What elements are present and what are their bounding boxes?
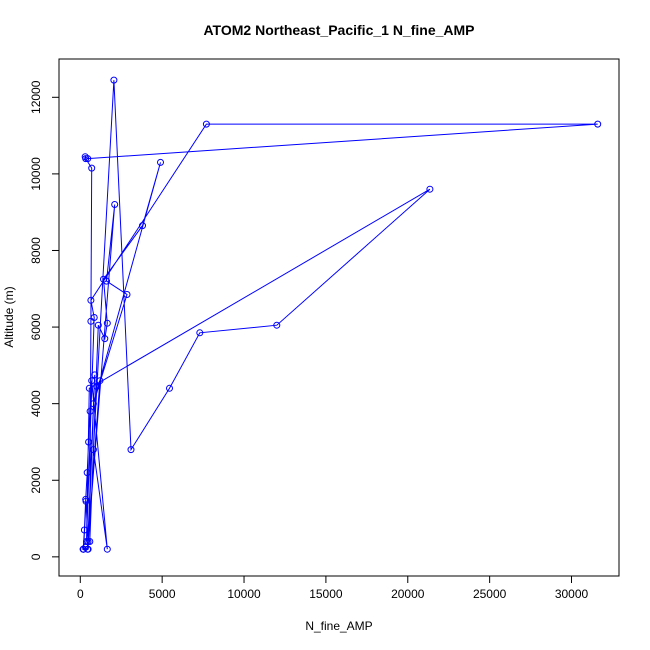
plot-area bbox=[79, 76, 602, 553]
y-tick-label: 6000 bbox=[29, 313, 43, 340]
data-point bbox=[82, 497, 90, 505]
data-point bbox=[166, 384, 173, 392]
data-point bbox=[127, 446, 135, 454]
y-axis-label: Altitude (m) bbox=[2, 286, 16, 347]
x-axis: 0 5000 10000 15000 20000 25000 30000 bbox=[77, 575, 589, 601]
data-point bbox=[103, 545, 111, 553]
y-tick-label: 12000 bbox=[29, 80, 43, 114]
data-point bbox=[91, 371, 99, 379]
data-point bbox=[273, 321, 281, 329]
data-point bbox=[85, 438, 93, 446]
data-point bbox=[80, 526, 88, 534]
data-point bbox=[110, 76, 118, 84]
x-tick-label: 20000 bbox=[391, 587, 425, 601]
data-point bbox=[111, 201, 119, 208]
data-point bbox=[83, 469, 91, 477]
data-point bbox=[79, 545, 87, 553]
data-point bbox=[202, 120, 210, 128]
data-point bbox=[101, 335, 109, 343]
data-point bbox=[85, 384, 93, 392]
data-point bbox=[84, 545, 91, 553]
data-point bbox=[88, 164, 96, 172]
chart-title: ATOM2 Northeast_Pacific_1 N_fine_AMP bbox=[203, 22, 474, 38]
data-point bbox=[139, 222, 146, 230]
x-tick-label: 25000 bbox=[473, 587, 507, 601]
data-point bbox=[82, 155, 90, 163]
y-tick-label: 0 bbox=[29, 553, 43, 560]
data-point bbox=[87, 296, 95, 304]
x-axis-label: N_fine_AMP bbox=[305, 619, 372, 633]
y-tick-label: 8000 bbox=[29, 237, 43, 264]
series-line bbox=[81, 80, 598, 551]
data-point bbox=[89, 400, 97, 408]
y-tick-label: 2000 bbox=[29, 467, 43, 494]
data-point bbox=[96, 377, 104, 385]
plot-frame bbox=[58, 58, 620, 577]
y-axis: 0 2000 4000 6000 8000 10000 12000 bbox=[29, 80, 60, 560]
data-point bbox=[594, 120, 602, 128]
x-tick-label: 5000 bbox=[149, 587, 176, 601]
data-point bbox=[84, 538, 92, 545]
data-point bbox=[86, 407, 94, 415]
data-point bbox=[426, 185, 434, 193]
x-tick-label: 30000 bbox=[555, 587, 589, 601]
data-point bbox=[93, 382, 101, 390]
data-point bbox=[89, 446, 97, 454]
x-tick-label: 0 bbox=[77, 587, 84, 601]
x-tick-label: 15000 bbox=[309, 587, 343, 601]
data-point bbox=[196, 329, 204, 337]
data-point bbox=[88, 377, 96, 385]
y-tick-label: 4000 bbox=[29, 390, 43, 417]
data-point bbox=[157, 158, 164, 166]
data-point bbox=[103, 277, 110, 285]
data-point bbox=[103, 319, 111, 327]
data-point bbox=[94, 321, 102, 329]
data-point bbox=[123, 291, 131, 298]
y-tick-label: 10000 bbox=[29, 157, 43, 191]
data-point bbox=[87, 317, 95, 325]
x-tick-label: 10000 bbox=[227, 587, 261, 601]
